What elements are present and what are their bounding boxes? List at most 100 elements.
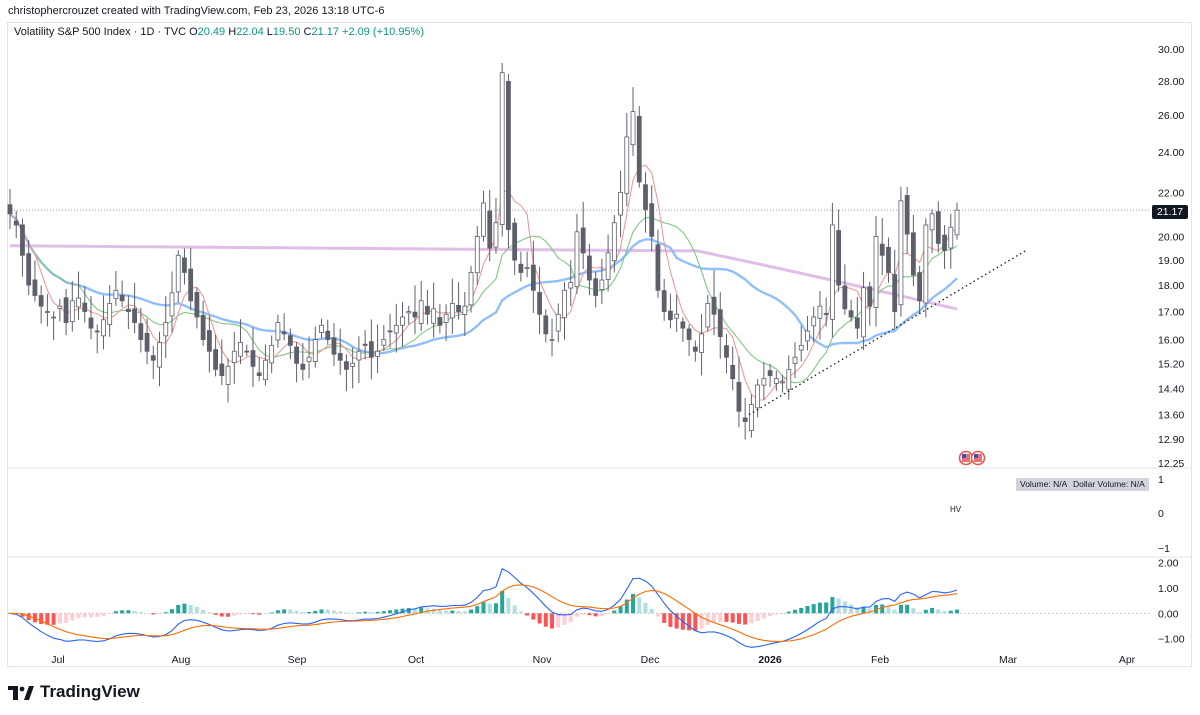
candle-body bbox=[468, 272, 474, 306]
macd-histogram-bar bbox=[587, 613, 592, 616]
time-tick-label: Feb bbox=[871, 654, 889, 666]
author-line: christophercrouzet created with TradingV… bbox=[8, 5, 385, 17]
macd-histogram-bar bbox=[550, 613, 555, 629]
macd-histogram-bar bbox=[182, 603, 187, 614]
price-tick-label: 18.00 bbox=[1158, 280, 1184, 292]
candle-body bbox=[312, 339, 318, 362]
macd-histogram-bar bbox=[898, 604, 903, 614]
macd-histogram-bar bbox=[537, 613, 542, 624]
price-tick-label: 30.00 bbox=[1158, 44, 1184, 56]
ma-fast-line bbox=[9, 164, 958, 401]
ma-slow-line bbox=[9, 213, 958, 355]
price-tick-label: 20.00 bbox=[1158, 231, 1184, 243]
macd-histogram-bar bbox=[369, 612, 374, 614]
macd-histogram-bar bbox=[730, 613, 735, 623]
grid bbox=[8, 209, 1192, 558]
macd-histogram-bar bbox=[749, 613, 754, 624]
legend-symbol[interactable]: Volatility S&P 500 Index · 1D · TVC bbox=[14, 26, 187, 38]
candle-body bbox=[263, 359, 268, 381]
macd-histogram-bar bbox=[20, 613, 25, 617]
macd-histogram-bar bbox=[201, 609, 206, 614]
candle-body bbox=[861, 287, 866, 338]
candle-body bbox=[449, 303, 455, 319]
candle-body bbox=[238, 342, 243, 357]
volume-tick-label: 0 bbox=[1158, 508, 1164, 520]
candle-body bbox=[456, 304, 461, 312]
macd-histogram-bar bbox=[437, 610, 442, 614]
price-tick-label: 19.00 bbox=[1158, 255, 1184, 267]
macd-histogram-bar bbox=[649, 608, 654, 614]
macd-histogram-bar bbox=[930, 607, 935, 614]
macd-histogram-bar bbox=[269, 612, 274, 614]
macd-histogram-bar bbox=[674, 613, 679, 629]
macd-histogram-bar bbox=[556, 613, 561, 628]
candle-body bbox=[26, 253, 32, 286]
macd-histogram-bar bbox=[481, 602, 486, 614]
macd-histogram-bar bbox=[257, 613, 262, 615]
candle-body bbox=[854, 317, 860, 329]
macd-histogram-bar bbox=[95, 613, 100, 618]
tradingview-brand[interactable]: TradingView bbox=[8, 682, 140, 702]
candle-body bbox=[674, 313, 680, 319]
candle-body bbox=[730, 364, 736, 380]
chart-frame bbox=[7, 22, 1192, 667]
candle-body bbox=[917, 272, 923, 302]
macd-histogram-bar bbox=[232, 613, 237, 616]
candle-body bbox=[512, 222, 518, 261]
candle-body bbox=[680, 321, 686, 329]
candle-body bbox=[325, 330, 331, 340]
macd-histogram-bar bbox=[923, 609, 928, 614]
candle-body bbox=[163, 322, 169, 337]
candle-body bbox=[169, 292, 175, 317]
candle-body bbox=[898, 200, 904, 306]
legend-low: 19.50 bbox=[272, 26, 301, 38]
macd-histogram-bar bbox=[493, 603, 498, 614]
volume-tag: Volume: N/A bbox=[1016, 478, 1072, 491]
macd-histogram-bar bbox=[363, 611, 368, 614]
signal-line bbox=[9, 584, 958, 642]
candle-body bbox=[867, 286, 873, 307]
macd-line bbox=[9, 568, 958, 648]
macd-histogram-bar bbox=[213, 613, 218, 615]
candle-body bbox=[443, 313, 449, 323]
candle-body bbox=[755, 384, 761, 409]
volume-tick-label: 1 bbox=[1158, 474, 1164, 486]
macd-histogram-bar bbox=[655, 613, 660, 617]
macd-histogram-bar bbox=[712, 613, 717, 623]
macd-histogram-bar bbox=[419, 607, 424, 614]
macd-histogram-bar bbox=[444, 610, 449, 614]
macd-histogram-bar bbox=[880, 604, 885, 614]
candle-body bbox=[132, 308, 138, 323]
candle-body bbox=[555, 313, 561, 332]
candle-body bbox=[618, 191, 623, 216]
candle-body bbox=[686, 328, 692, 340]
time-tick-label: Aug bbox=[172, 654, 191, 666]
candle-body bbox=[462, 305, 468, 315]
candle-body bbox=[300, 363, 306, 370]
macd-histogram-bar bbox=[406, 608, 411, 614]
macd-histogram-bar bbox=[113, 611, 118, 614]
macd-histogram-bar bbox=[51, 613, 56, 625]
macd-histogram-bar bbox=[64, 613, 69, 623]
time-tick-label: Oct bbox=[408, 654, 424, 666]
macd-histogram-bar bbox=[70, 613, 75, 621]
macd-histogram-bar bbox=[618, 606, 623, 614]
macd-histogram-bar bbox=[39, 613, 44, 625]
macd-histogram-bar bbox=[138, 612, 143, 614]
macd-histogram-bar bbox=[955, 609, 959, 614]
macd-histogram-bar bbox=[911, 608, 916, 614]
macd-histogram-bar bbox=[531, 613, 536, 620]
candle-body bbox=[829, 224, 835, 320]
ma-long-line bbox=[10, 244, 958, 311]
event-flags bbox=[958, 450, 986, 466]
candle-body bbox=[786, 368, 792, 390]
candle-body bbox=[580, 227, 586, 254]
candle-body bbox=[63, 297, 69, 323]
last-price-badge: 21.17 bbox=[1152, 205, 1188, 219]
macd-histogram-bar bbox=[855, 607, 860, 614]
macd-histogram-bar bbox=[755, 613, 760, 621]
candle-body bbox=[699, 333, 704, 353]
candle-body bbox=[319, 324, 324, 333]
candle-body bbox=[38, 295, 44, 307]
